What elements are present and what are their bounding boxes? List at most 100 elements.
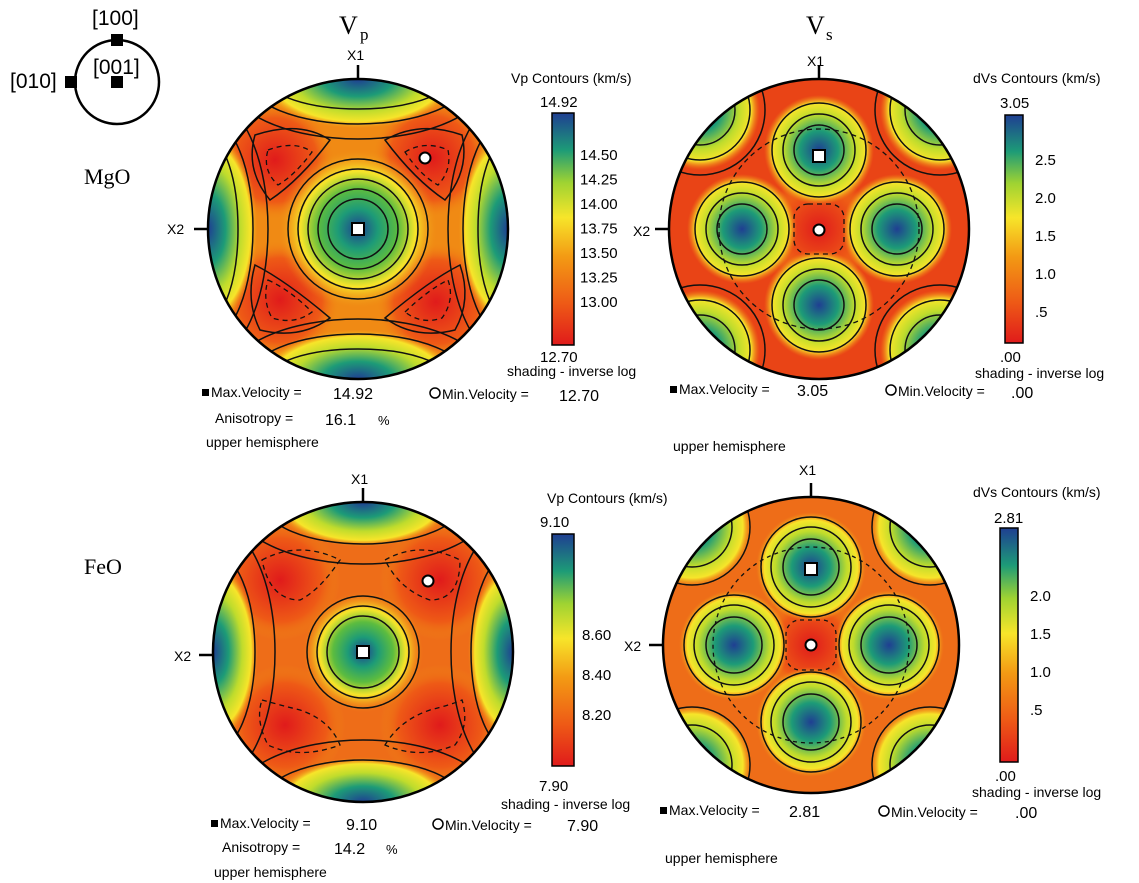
min-label-feo-vp: Min.Velocity = (445, 817, 532, 833)
colorbar-tick-label: 1.0 (1035, 266, 1056, 283)
stats-mgo-vs: Max.Velocity = 3.05 Min.Velocity = .00 u… (670, 381, 1033, 454)
title-vp-sub: p (360, 25, 369, 44)
title-vp-main: V (339, 11, 358, 40)
colorbar-tick-label: .5 (1035, 304, 1048, 321)
min-marker-mgo-vs (812, 223, 826, 237)
colorbar-feo-vp: Vp Contours (km/s) 9.10 8.60 8.40 8.20 7.9… (501, 490, 668, 812)
colorbar-tick-label: 14.50 (580, 147, 618, 164)
axis-x1-feo-vp: X1 (351, 471, 368, 487)
max-marker-mgo-vp (351, 222, 365, 236)
colorbar-min-feo-vs: .00 (995, 768, 1016, 785)
min-label-feo-vs: Min.Velocity = (891, 804, 978, 820)
max-value-mgo-vp: 14.92 (333, 386, 373, 403)
colorbar-tick-label: 13.50 (580, 245, 618, 262)
colorbar-tick-label: 13.00 (580, 294, 618, 311)
colorbar-tick-label: 8.20 (582, 707, 611, 724)
colorbar-tick-label: 1.5 (1030, 626, 1051, 643)
colorbar-ticks-feo-vs: 2.0 1.5 1.0 .5 (1030, 588, 1051, 719)
min-value-mgo-vs: .00 (1011, 385, 1033, 402)
colorbar-ticks-mgo-vp: 14.50 14.25 14.00 13.75 13.50 13.25 13.00 (580, 147, 618, 311)
colorbar-tick-label: 13.75 (580, 221, 618, 238)
colorbar-max-mgo-vp: 14.92 (540, 94, 578, 111)
max-label-mgo-vp: Max.Velocity = (211, 384, 302, 400)
axis-x1-feo-vs: X1 (799, 462, 816, 478)
colorbar-tick-label: 2.0 (1035, 190, 1056, 207)
axis-x1-mgo-vs: X1 (807, 53, 824, 69)
colorbar-tick-label: 8.60 (582, 627, 611, 644)
colorbar-tick-label: 1.0 (1030, 664, 1051, 681)
key-marker-001 (111, 76, 123, 88)
shading-note-feo-vs: shading - inverse log (972, 784, 1101, 800)
shading-note-mgo-vs: shading - inverse log (975, 365, 1104, 381)
colorbar-min-mgo-vs: .00 (1000, 349, 1021, 366)
stats-mgo-vp: Max.Velocity = 14.92 Min.Velocity = 12.7… (202, 384, 599, 450)
min-label-mgo-vs: Min.Velocity = (898, 383, 985, 399)
colorbar-max-feo-vs: 2.81 (994, 510, 1023, 527)
hemisphere-note-mgo-vs: upper hemisphere (673, 438, 786, 454)
colorbar-ticks-feo-vp: 8.60 8.40 8.20 (582, 627, 611, 724)
colorbar-tick-label: 1.5 (1035, 228, 1056, 245)
colorbar-title-mgo-vp: Vp Contours (km/s) (511, 70, 632, 86)
stats-feo-vp: Max.Velocity = 9.10 Min.Velocity = 7.90 … (211, 815, 598, 880)
colorbar-ticks-mgo-vs: 2.5 2.0 1.5 1.0 .5 (1035, 152, 1056, 321)
pole-figure-mgo-vs: X1 X2 (633, 53, 971, 381)
max-value-mgo-vs: 3.05 (797, 383, 828, 400)
axis-x1-mgo-vp: X1 (347, 47, 364, 63)
colorbar-tick-label: 14.00 (580, 196, 618, 213)
title-vs-sub: s (826, 25, 833, 44)
title-vs: V s (806, 11, 833, 44)
max-label-mgo-vs: Max.Velocity = (679, 381, 770, 397)
min-marker-feo-vs (804, 638, 818, 652)
shading-note-mgo-vp: shading - inverse log (507, 363, 636, 379)
colorbar-max-mgo-vs: 3.05 (1000, 95, 1029, 112)
colorbar-tick-label: 8.40 (582, 667, 611, 684)
hemisphere-note-mgo-vp: upper hemisphere (206, 434, 319, 450)
pole-figure-mgo-vp: X1 X2 (167, 47, 510, 381)
colorbar-max-feo-vp: 9.10 (540, 514, 569, 531)
max-marker-feo-vp (356, 645, 370, 659)
colorbar-tick-label: 2.0 (1030, 588, 1051, 605)
axis-x2-feo-vp: X2 (174, 648, 191, 664)
orientation-key: [100] [010] [001] (10, 7, 161, 126)
min-value-feo-vs: .00 (1015, 805, 1037, 822)
colorbar-title-mgo-vs: dVs Contours (km/s) (973, 70, 1101, 86)
colorbar-mgo-vp: Vp Contours (km/s) 14.92 14.50 14.25 14.00… (507, 70, 636, 379)
max-label-feo-vs: Max.Velocity = (669, 802, 760, 818)
anisotropy-unit-feo-vp: % (386, 842, 398, 857)
max-marker-mgo-vs (812, 149, 826, 163)
pole-figure-feo-vp: X1 X2 (174, 471, 515, 804)
colorbar-tick-label: 14.25 (580, 172, 618, 189)
hemisphere-note-feo-vs: upper hemisphere (665, 850, 778, 866)
min-label-mgo-vp: Min.Velocity = (442, 386, 529, 402)
colorbar-mgo-vs: dVs Contours (km/s) 3.05 2.52.01.51.0.5 … (973, 70, 1104, 381)
min-marker-mgo-vp (418, 151, 432, 165)
colorbar-tick-label: 13.25 (580, 270, 618, 287)
colorbar-min-mgo-vp: 12.70 (540, 349, 578, 366)
colorbar-feo-vs: dVs Contours (km/s) 2.81 2.0 1.5 1.0 .5 .00… (972, 484, 1101, 800)
max-value-feo-vs: 2.81 (789, 804, 820, 821)
axis-x2-mgo-vp: X2 (167, 221, 184, 237)
max-label-feo-vp: Max.Velocity = (220, 815, 311, 831)
anisotropy-value-feo-vp: 14.2 (334, 841, 365, 858)
colorbar-title-feo-vs: dVs Contours (km/s) (973, 484, 1101, 500)
min-value-feo-vp: 7.90 (567, 818, 598, 835)
title-vp: V p (339, 11, 369, 44)
row-label-mgo: MgO (84, 164, 130, 189)
shading-note-feo-vp: shading - inverse log (501, 796, 630, 812)
pole-figure-feo-vs: X1 X2 (624, 462, 961, 795)
hemisphere-note-feo-vp: upper hemisphere (214, 864, 327, 880)
colorbar-tick-label: .5 (1030, 702, 1043, 719)
colorbar-min-feo-vp: 7.90 (539, 778, 568, 795)
min-marker-feo-vp (421, 574, 435, 588)
anisotropy-unit-mgo-vp: % (378, 413, 390, 428)
max-value-feo-vp: 9.10 (346, 817, 377, 834)
row-label-feo: FeO (84, 554, 122, 579)
key-marker-010 (65, 76, 77, 88)
min-value-mgo-vp: 12.70 (559, 388, 599, 405)
max-marker-feo-vs (804, 562, 818, 576)
stats-feo-vs: Max.Velocity = 2.81 Min.Velocity = .00 u… (660, 802, 1037, 866)
title-vs-main: V (806, 11, 825, 40)
key-label-100: [100] (92, 7, 139, 30)
key-marker-100 (111, 34, 123, 46)
